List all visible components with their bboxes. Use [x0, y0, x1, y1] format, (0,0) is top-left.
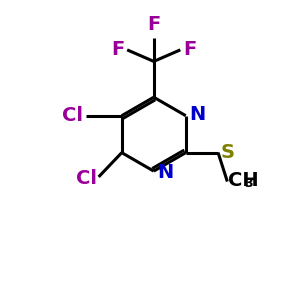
Text: N: N [157, 163, 173, 182]
Text: CH: CH [229, 171, 259, 190]
Text: Cl: Cl [76, 169, 97, 188]
Text: S: S [221, 143, 235, 162]
Text: F: F [183, 40, 196, 59]
Text: 3: 3 [244, 177, 253, 190]
Text: Cl: Cl [62, 106, 83, 125]
Text: F: F [147, 15, 160, 34]
Text: F: F [111, 40, 124, 59]
Text: N: N [189, 105, 206, 124]
